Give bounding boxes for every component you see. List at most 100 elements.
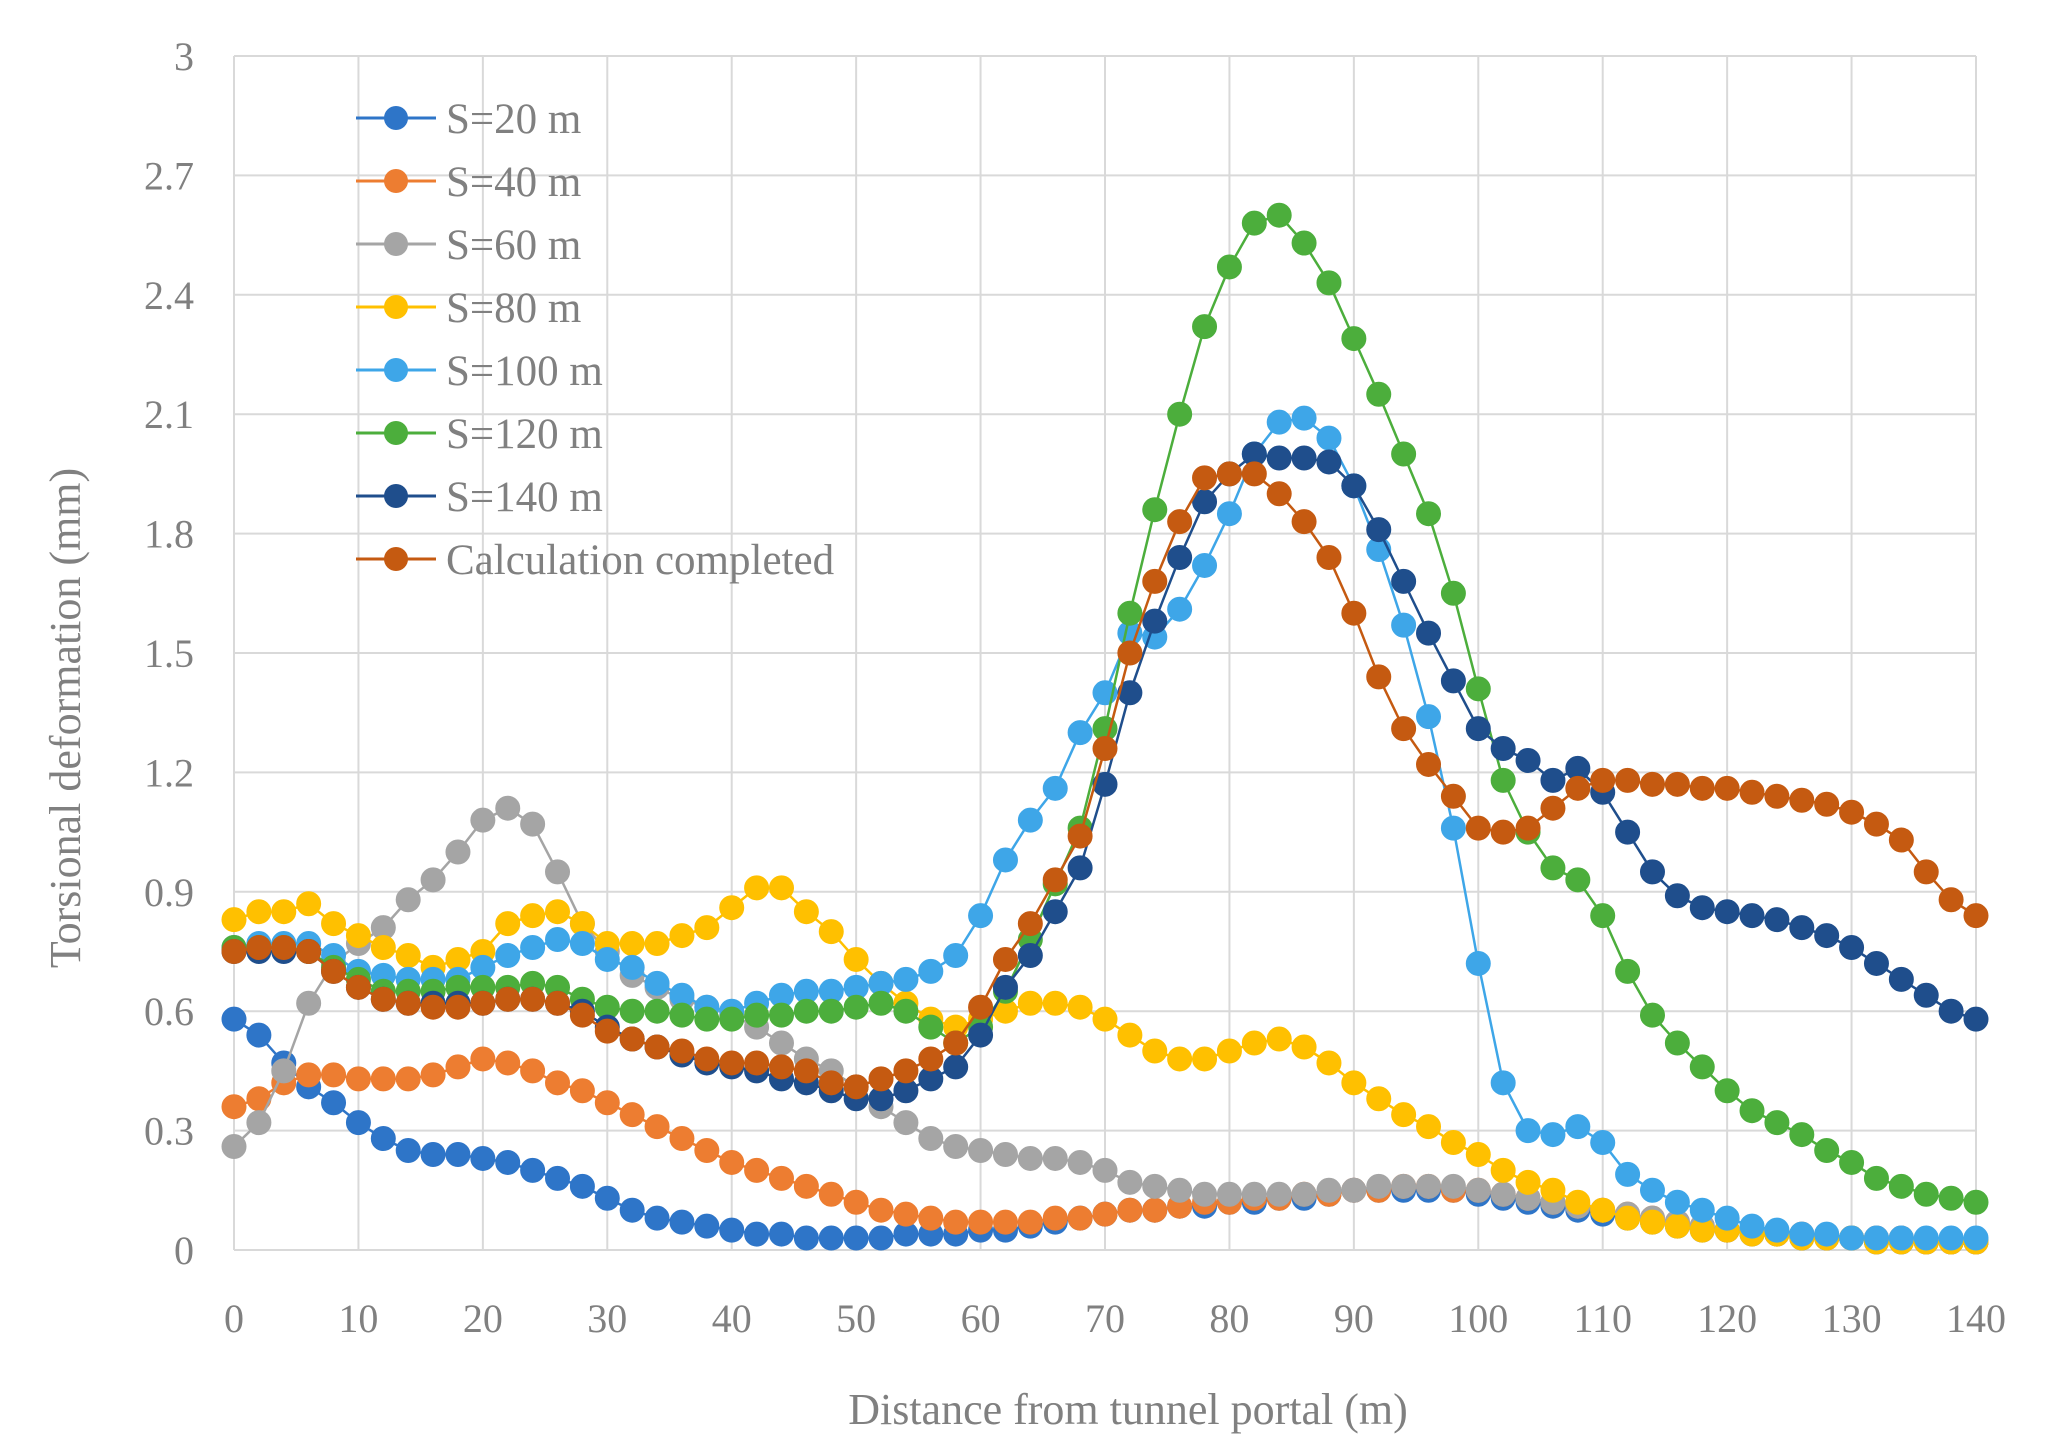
data-point — [1366, 381, 1392, 407]
x-tick-label: 70 — [1085, 1296, 1125, 1341]
data-point — [1540, 1177, 1566, 1203]
data-point — [1515, 747, 1541, 773]
x-axis-title: Distance from tunnel portal (m) — [848, 1385, 1408, 1434]
y-tick-label: 0 — [174, 1228, 194, 1273]
data-point — [569, 1002, 595, 1028]
data-point — [1017, 1209, 1043, 1235]
data-point — [569, 1078, 595, 1104]
data-point — [768, 1030, 794, 1056]
data-point — [1291, 1034, 1317, 1060]
data-point — [1241, 210, 1267, 236]
data-point — [569, 931, 595, 957]
data-point — [221, 1006, 247, 1032]
data-point — [1913, 859, 1939, 885]
data-point — [246, 1022, 272, 1048]
data-point — [744, 1157, 770, 1183]
x-tick-label: 10 — [338, 1296, 378, 1341]
data-point — [1465, 716, 1491, 742]
data-point — [768, 875, 794, 901]
data-point — [1241, 1030, 1267, 1056]
data-point — [669, 1209, 695, 1235]
data-point — [619, 998, 645, 1024]
data-point — [420, 867, 446, 893]
data-point — [1142, 1173, 1168, 1199]
data-point — [943, 1209, 969, 1235]
legend: S=20 m S=40 m S=60 m S=80 m S=100 m S=120 m S=… — [356, 96, 834, 584]
data-point — [1689, 895, 1715, 921]
data-point — [246, 935, 272, 961]
data-point — [1888, 827, 1914, 853]
data-point — [1590, 1130, 1616, 1156]
data-point — [793, 998, 819, 1024]
data-point — [1863, 811, 1889, 837]
data-point — [345, 1110, 371, 1136]
data-point — [594, 1018, 620, 1044]
data-point — [345, 974, 371, 1000]
data-point — [370, 1066, 396, 1092]
data-point — [1416, 501, 1442, 527]
data-point — [1490, 1157, 1516, 1183]
data-point — [943, 1030, 969, 1056]
data-point — [644, 1114, 670, 1140]
data-point — [1963, 903, 1989, 929]
data-point — [793, 1225, 819, 1251]
data-point — [1092, 771, 1118, 797]
data-point — [1117, 680, 1143, 706]
data-point — [968, 994, 994, 1020]
data-point — [1540, 1122, 1566, 1148]
data-point — [1664, 1213, 1690, 1239]
data-point — [893, 1110, 919, 1136]
legend-label: S=40 m — [446, 159, 581, 206]
data-point — [943, 942, 969, 968]
data-point — [1216, 1181, 1242, 1207]
data-point — [1391, 1173, 1417, 1199]
data-point — [1839, 1225, 1865, 1251]
legend-label: S=100 m — [446, 348, 603, 395]
data-point — [1366, 1086, 1392, 1112]
data-point — [1092, 1157, 1118, 1183]
legend-label: Calculation completed — [446, 537, 834, 584]
data-point — [918, 1014, 944, 1040]
data-point — [843, 946, 869, 972]
data-point — [271, 935, 297, 961]
data-point — [1615, 958, 1641, 984]
data-point — [1042, 775, 1068, 801]
data-point — [1689, 1054, 1715, 1080]
data-point — [1764, 1217, 1790, 1243]
data-point — [669, 1126, 695, 1152]
data-point — [918, 1126, 944, 1152]
data-point — [1963, 1225, 1989, 1251]
data-point — [619, 1197, 645, 1223]
data-point — [1117, 1022, 1143, 1048]
x-tick-label: 80 — [1209, 1296, 1249, 1341]
data-point — [744, 1221, 770, 1247]
data-point — [1938, 887, 1964, 913]
data-point — [1888, 966, 1914, 992]
data-point — [1639, 1209, 1665, 1235]
data-point — [321, 1090, 347, 1116]
data-point — [1789, 1221, 1815, 1247]
data-point — [968, 1209, 994, 1235]
data-point — [1241, 461, 1267, 487]
data-point — [545, 927, 571, 953]
data-point — [1192, 465, 1218, 491]
data-point — [1764, 1110, 1790, 1136]
x-tick-label: 90 — [1334, 1296, 1374, 1341]
data-point — [545, 899, 571, 925]
data-point — [445, 1141, 471, 1167]
data-point — [1565, 1189, 1591, 1215]
data-point — [1739, 779, 1765, 805]
data-point — [395, 887, 421, 913]
data-point — [1789, 915, 1815, 941]
data-point — [1714, 899, 1740, 925]
data-point — [1117, 600, 1143, 626]
data-point — [520, 811, 546, 837]
legend-marker — [384, 232, 408, 256]
data-point — [818, 998, 844, 1024]
data-point — [818, 919, 844, 945]
data-point — [1913, 1225, 1939, 1251]
data-point — [768, 1002, 794, 1028]
data-point — [1167, 401, 1193, 427]
data-point — [793, 1173, 819, 1199]
